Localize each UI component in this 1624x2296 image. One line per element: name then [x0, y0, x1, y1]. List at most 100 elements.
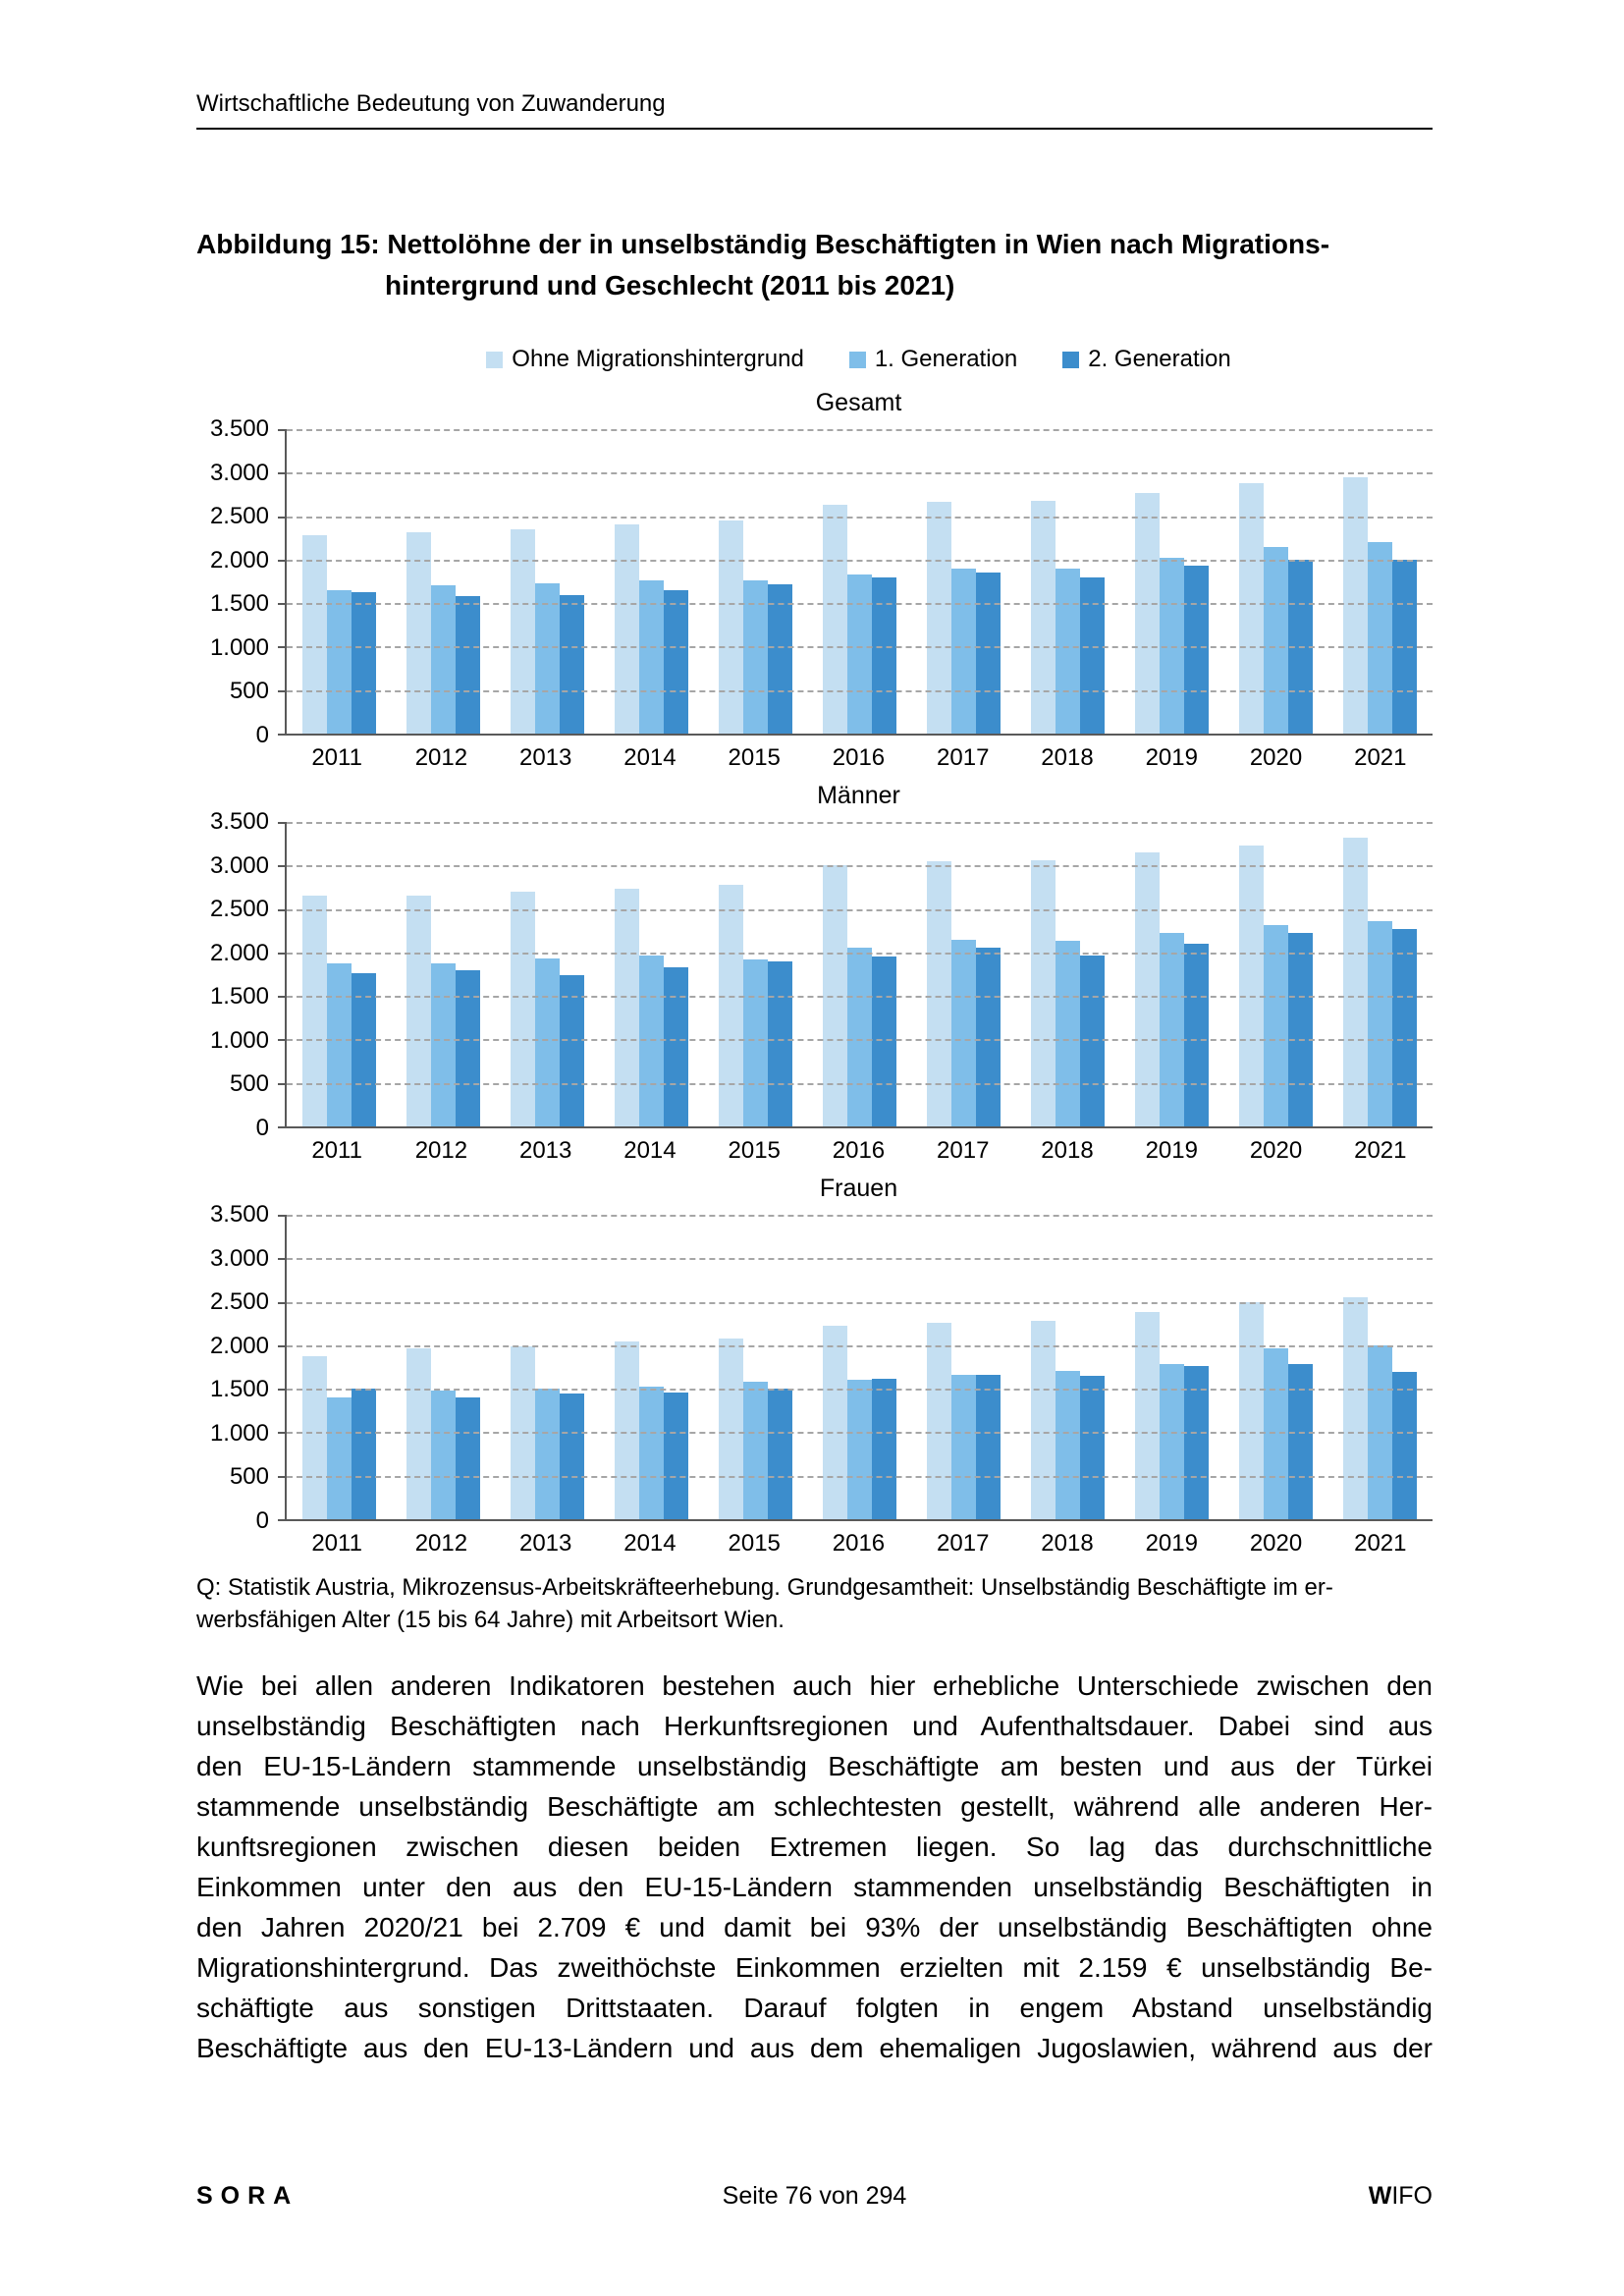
bar: [638, 1386, 664, 1519]
x-tick-label: 2011: [311, 744, 362, 771]
bar: [1264, 925, 1289, 1126]
y-tick-label: 1.500: [209, 1376, 269, 1403]
bar-group: [1224, 429, 1328, 734]
plot-area: [278, 822, 1433, 1128]
bar-group: [1328, 1215, 1433, 1519]
y-tick-label: 3.000: [209, 851, 269, 879]
gridline: [287, 603, 1433, 606]
bar: [951, 568, 977, 734]
chart-title: Gesamt: [815, 389, 902, 416]
running-header-title: Wirtschaftliche Bedeutung von Zuwanderun…: [196, 90, 666, 117]
bar-group: [1224, 822, 1328, 1126]
bar-group: [1016, 429, 1120, 734]
gridline: [287, 952, 1433, 955]
y-tick-mark: [278, 996, 287, 999]
bar: [351, 1389, 376, 1519]
legend-label: Ohne Migrationshintergrund: [512, 346, 804, 372]
y-tick-mark: [278, 1215, 287, 1217]
gridline: [287, 1082, 1433, 1085]
y-tick-mark: [278, 1519, 287, 1521]
bar: [351, 591, 376, 734]
legend-swatch-icon: [486, 351, 504, 368]
y-tick-mark: [278, 952, 287, 955]
bar: [767, 583, 792, 734]
bar: [1135, 1312, 1161, 1519]
legend-item: 1. Generation: [848, 346, 1018, 373]
gridline: [287, 1389, 1433, 1392]
footer-page-number: Seite 76 von 294: [722, 2182, 907, 2210]
plot-area: [278, 429, 1433, 736]
bar: [1160, 933, 1185, 1126]
figure-title-line2: hintergrund und Geschlecht (2011 bis 202…: [385, 270, 955, 301]
bar: [1288, 1364, 1314, 1519]
footer-wifo-logo: WIFO: [1369, 2182, 1433, 2211]
gridline: [287, 1344, 1433, 1347]
x-axis: 2011 2012 2013 2014 2015 2016 2017 2018 2019 2020…: [285, 1521, 1433, 1561]
y-tick-label: 2.000: [209, 1332, 269, 1359]
x-tick-label: 2018: [1041, 744, 1094, 771]
bar-group: [287, 822, 391, 1126]
x-tick-label: 2015: [728, 1530, 781, 1557]
y-tick-label: 1.000: [209, 1419, 269, 1447]
gridline: [287, 689, 1433, 692]
bar: [1343, 1297, 1369, 1519]
bar-group: [703, 822, 807, 1126]
gridline: [287, 1258, 1433, 1261]
bar: [326, 1397, 352, 1519]
y-tick-mark: [278, 1475, 287, 1478]
y-axis: 3.500 3.000 2.500 2.000 1.500 1.000 500 0: [196, 808, 285, 1141]
bar: [1343, 837, 1369, 1126]
y-tick-label: 1.000: [209, 1026, 269, 1054]
y-tick-mark: [278, 1039, 287, 1042]
bar: [1288, 932, 1314, 1126]
gridline: [287, 559, 1433, 562]
bar-group: [1120, 1215, 1224, 1519]
bar-group: [703, 429, 807, 734]
x-tick-label: 2011: [311, 1530, 362, 1557]
bar: [351, 973, 376, 1126]
source-note-line: werbsfähigen Alter (15 bis 64 Jahre) mit…: [196, 1607, 785, 1634]
x-tick-label: 2012: [414, 744, 468, 771]
bar-group: [1016, 1215, 1120, 1519]
y-tick-label: 2.500: [209, 896, 269, 923]
chart-gesamt: Gesamt 3.500 3.000 2.500 2.000 1.500 1.000 500…: [196, 389, 1433, 776]
bar: [430, 585, 456, 734]
y-tick-label: 2.500: [209, 1288, 269, 1316]
y-tick-label: 500: [229, 1463, 269, 1491]
y-tick-mark: [278, 734, 287, 736]
x-tick-label: 2021: [1354, 1137, 1407, 1164]
body-line: schäftigte aus sonstigen Drittstaaten. D…: [196, 1993, 1433, 2024]
footer-wifo-ifo: IFO: [1391, 2182, 1433, 2210]
bar: [301, 896, 327, 1126]
x-tick-label: 2015: [728, 744, 781, 771]
bar-group: [495, 429, 599, 734]
gridline: [287, 516, 1433, 519]
bar: [927, 860, 952, 1126]
y-tick-mark: [278, 429, 287, 431]
bar: [1184, 944, 1210, 1126]
legend-item: Ohne Migrationshintergrund: [486, 346, 804, 373]
bar: [559, 974, 584, 1126]
gridline: [287, 865, 1433, 868]
y-tick-label: 1.500: [209, 983, 269, 1011]
bar: [1056, 1370, 1081, 1519]
bar: [847, 574, 873, 734]
bar: [1368, 920, 1393, 1126]
bar: [406, 896, 431, 1126]
bar: [614, 524, 639, 734]
bar: [663, 1392, 688, 1519]
x-tick-label: 2018: [1041, 1137, 1094, 1164]
bar: [951, 939, 977, 1126]
bar: [1160, 1364, 1185, 1519]
bar: [927, 1322, 952, 1519]
gridline: [287, 1039, 1433, 1042]
legend-label: 1. Generation: [874, 346, 1018, 372]
bar: [718, 1338, 743, 1519]
y-tick-label: 0: [255, 722, 269, 748]
bar: [1056, 941, 1081, 1126]
bar-groups: [287, 1215, 1433, 1519]
gridline: [287, 646, 1433, 649]
bar-group: [1328, 822, 1433, 1126]
x-tick-label: 2020: [1249, 1137, 1303, 1164]
